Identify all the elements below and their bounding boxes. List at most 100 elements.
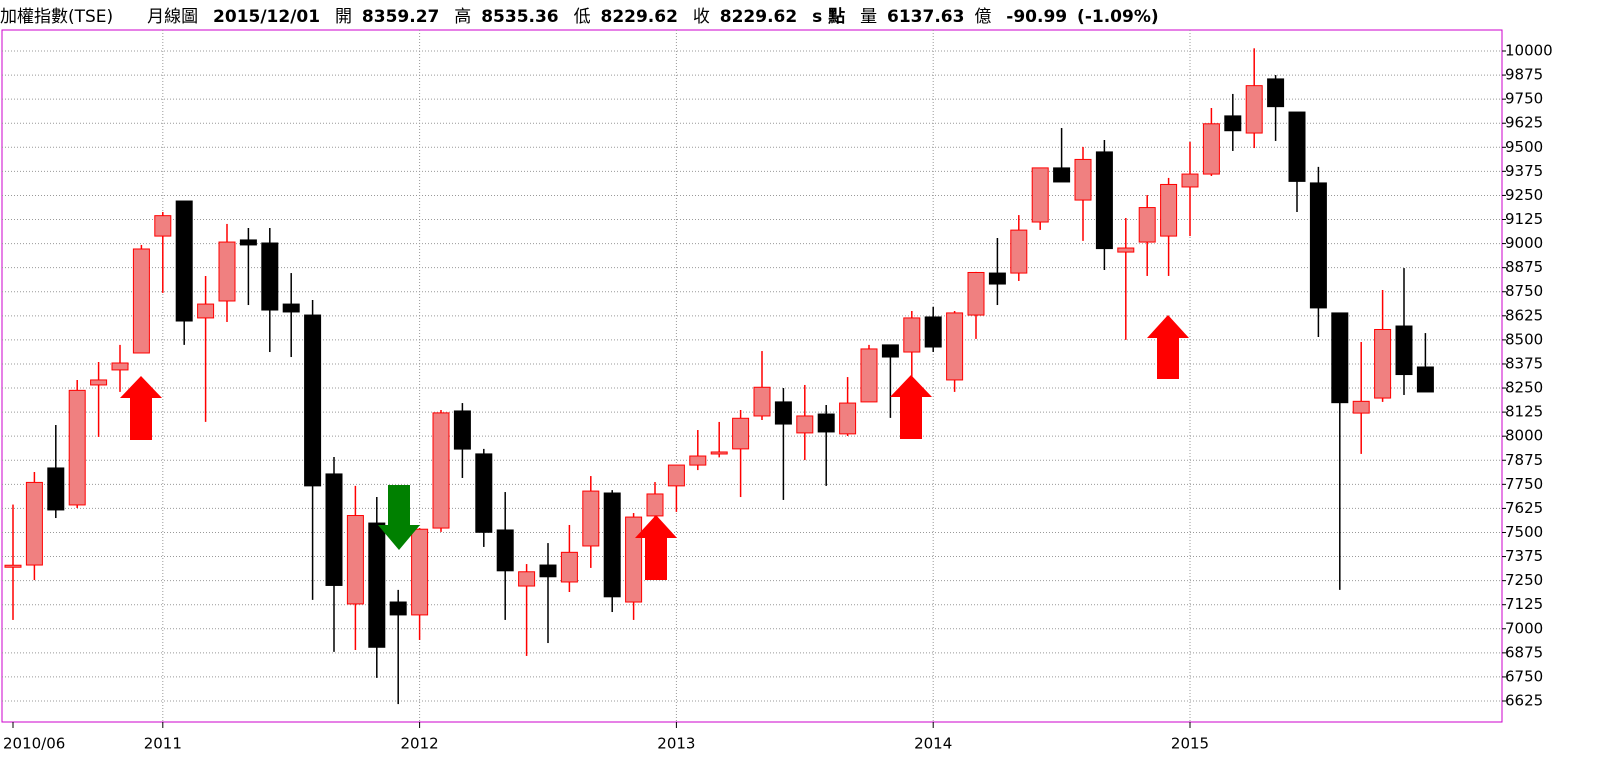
x-tick-label: 2010/06 [3,735,65,753]
close-value: 8229.62 [719,7,798,27]
up-arrow [635,515,677,580]
candle-body [881,344,899,358]
candle-body [282,303,300,313]
candle-body [1202,123,1220,175]
candle-body [646,493,664,517]
candle-body [817,413,835,433]
high-value: 8535.36 [481,7,559,27]
candle-body [239,239,257,246]
candle-body [1288,111,1306,182]
candle-body [4,564,22,568]
y-tick-label: 9250 [1505,186,1543,204]
up-arrow [1147,315,1189,379]
candle-body [389,601,407,616]
candle-body [411,528,429,616]
period: 月線圖 [147,7,199,27]
candle-body [475,453,493,533]
y-tick-label: 9750 [1505,90,1543,108]
candle-body [903,317,921,353]
candle-body [453,410,471,450]
y-tick-label: 9875 [1505,66,1543,84]
candle-body [1010,229,1028,274]
candle-body [689,455,707,466]
down-arrow [378,485,420,550]
candle-body [1395,325,1413,376]
candle-body [1267,78,1285,108]
y-tick-label: 7500 [1505,523,1543,541]
candle-body [25,481,43,566]
header: 加權指數(TSE) 月線圖 2015/12/01 開 8359.27 高 853… [0,2,1168,28]
y-tick-label: 8250 [1505,379,1543,397]
x-tick-label: 2013 [657,735,695,753]
x-tick-label: 2011 [144,735,182,753]
candle-body [1138,207,1156,243]
candle-body [860,348,878,403]
candle-body [924,316,942,348]
candle-body [218,241,236,302]
close-label: 收 [692,7,710,27]
y-tick-label: 7000 [1505,619,1543,637]
candle-body [197,303,215,319]
y-tick-label: 7875 [1505,451,1543,469]
up-arrow [890,375,932,439]
y-tick-label: 9625 [1505,114,1543,132]
y-tick-label: 6875 [1505,643,1543,661]
candle-body [432,412,450,529]
candle-body [111,362,129,371]
candle-body [710,451,728,455]
y-tick-label: 8750 [1505,282,1543,300]
candle-body [132,248,150,354]
volume-value: 6137.63 [887,7,965,27]
y-tick-label: 9125 [1505,210,1543,228]
low-value: 8229.62 [600,7,678,27]
candle-body [1245,85,1263,134]
candle-body [625,516,643,603]
candle-body [539,564,557,578]
plot-frame [1,29,1503,723]
candle-body [346,515,364,605]
candle-body [732,417,750,450]
candle-body [796,415,814,434]
y-tick-label: 9500 [1505,138,1543,156]
candle-body [1416,366,1434,393]
y-tick-label: 7750 [1505,475,1543,493]
candle-body [368,522,386,648]
candle-body [1309,182,1327,309]
y-tick-label: 8000 [1505,427,1543,445]
candle-body [304,314,322,487]
index-name: 加權指數(TSE) [0,7,114,27]
x-tick-label: 2015 [1171,735,1209,753]
candle-body [1074,158,1092,201]
candle-body [47,467,65,511]
candle-body [1374,328,1392,399]
y-tick-label: 8125 [1505,403,1543,421]
unit: s 點 [812,7,846,27]
candle-body [175,200,193,322]
y-tick-label: 8625 [1505,306,1543,324]
candle-body [325,473,343,586]
candle-body [1053,167,1071,183]
candle-body [582,490,600,547]
candle-body [518,571,536,587]
candle-body [967,271,985,316]
high-label: 高 [454,7,472,27]
y-tick-label: 7250 [1505,571,1543,589]
candle-body [1031,167,1049,223]
y-tick-label: 10000 [1505,41,1553,59]
candle-body [753,386,771,417]
candle-body [154,215,172,237]
up-arrow [120,376,162,440]
candle-body [496,529,514,572]
y-tick-label: 8375 [1505,354,1543,372]
y-tick-label: 9375 [1505,162,1543,180]
candle-body [603,492,621,598]
change: -90.99 [1006,7,1068,27]
candle-body [1095,151,1113,250]
candle-body [1181,173,1199,188]
y-tick-label: 7375 [1505,547,1543,565]
candle-body [560,551,578,583]
candle-body [261,242,279,311]
candle-body [1352,400,1370,414]
open-value: 8359.27 [361,7,440,27]
